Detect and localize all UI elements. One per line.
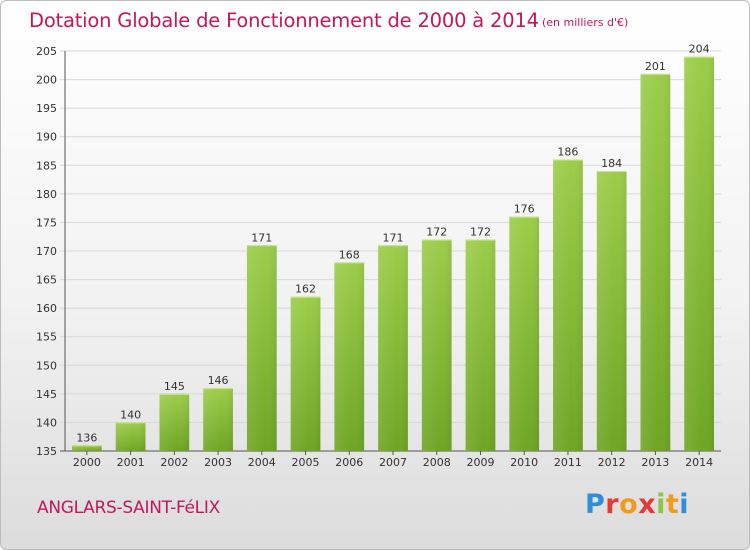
y-tick-label: 145 xyxy=(36,388,57,401)
bar-value-label: 168 xyxy=(339,248,360,261)
y-tick-label: 180 xyxy=(36,188,57,201)
x-tick-label: 2009 xyxy=(466,456,494,469)
bar-value-label: 201 xyxy=(645,60,666,73)
axes: 135 140 145 150 155 160 165 170 175 180 185 190 195 2… xyxy=(36,45,713,469)
y-tick-label: 195 xyxy=(36,102,57,115)
bar-value-label: 186 xyxy=(557,146,578,159)
x-tick-label: 2004 xyxy=(248,456,276,469)
bar-value-label: 136 xyxy=(76,431,97,444)
bar-shade xyxy=(421,239,452,451)
y-tick-label: 155 xyxy=(36,331,57,344)
bar-shade xyxy=(378,245,408,451)
bars xyxy=(71,56,715,452)
y-tick-label: 185 xyxy=(36,159,57,172)
y-tick-label: 205 xyxy=(36,45,57,58)
y-tick-label: 175 xyxy=(36,216,57,229)
y-tick-label: 190 xyxy=(36,131,57,144)
x-tick-label: 2013 xyxy=(641,456,669,469)
y-tick-label: 160 xyxy=(36,302,57,315)
y-tick-label: 150 xyxy=(36,359,57,372)
bar-shade xyxy=(334,262,365,451)
bar-value-label: 172 xyxy=(470,226,491,239)
y-tick-label: 170 xyxy=(36,245,57,258)
chart-title: Dotation Globale de Fonctionnement de 20… xyxy=(29,9,539,32)
y-tick-label: 135 xyxy=(36,445,57,458)
bar-value-label: 172 xyxy=(426,226,447,239)
x-tick-label: 2014 xyxy=(685,456,713,469)
bar-shade xyxy=(640,73,671,451)
bar-shade xyxy=(509,216,540,451)
x-tick-label: 2001 xyxy=(117,456,145,469)
y-tick-label: 200 xyxy=(36,74,57,87)
x-tick-label: 2003 xyxy=(204,456,232,469)
commune-name: ANGLARS-SAINT-FéLIX xyxy=(37,498,220,518)
proxiti-logo: Proxiti xyxy=(585,489,690,520)
data-labels: 136 140 145 146 171 162 168 171 172 172 176 186 184 2… xyxy=(76,43,709,445)
x-tick-label: 2011 xyxy=(554,456,582,469)
x-tick-label: 2000 xyxy=(73,456,101,469)
x-tick-label: 2012 xyxy=(598,456,626,469)
bar-shade xyxy=(684,56,715,451)
bar-shade xyxy=(115,422,146,451)
bar-value-label: 140 xyxy=(120,408,141,421)
x-tick-label: 2006 xyxy=(335,456,363,469)
bar-shade xyxy=(596,171,627,451)
bar-value-label: 171 xyxy=(383,231,404,244)
bar-value-label: 204 xyxy=(689,43,710,56)
chart-unit: (en milliers d'€) xyxy=(542,16,629,29)
bar-shade xyxy=(203,388,233,451)
bar-value-label: 171 xyxy=(251,231,272,244)
bar-shade xyxy=(553,159,583,452)
y-tick-label: 165 xyxy=(36,274,57,287)
x-tick-label: 2002 xyxy=(160,456,188,469)
bar-value-label: 184 xyxy=(601,157,622,170)
bar-value-label: 145 xyxy=(164,380,185,393)
bar-value-label: 176 xyxy=(514,203,535,216)
bar-value-label: 162 xyxy=(295,283,316,296)
bar-shade xyxy=(290,296,321,451)
bar-chart: 136 140 145 146 171 162 168 171 172 172 176 186 184 2… xyxy=(36,43,721,469)
x-tick-label: 2005 xyxy=(292,456,320,469)
bar-shade xyxy=(465,239,496,451)
bar-value-label: 146 xyxy=(208,374,229,387)
y-tick-label: 140 xyxy=(36,416,57,429)
x-tick-label: 2007 xyxy=(379,456,407,469)
x-tick-label: 2010 xyxy=(510,456,538,469)
x-tick-label: 2008 xyxy=(423,456,451,469)
bar-shade xyxy=(71,445,102,451)
bar-shade xyxy=(159,393,190,451)
bar-shade xyxy=(246,245,277,451)
